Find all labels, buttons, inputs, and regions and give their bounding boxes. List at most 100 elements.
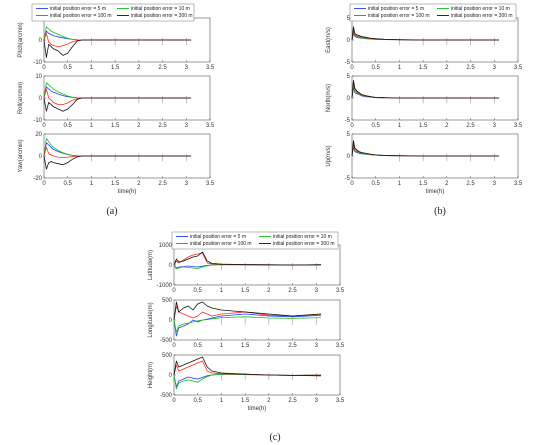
x-tick-label: 0.5 xyxy=(64,65,73,71)
legend-label-1: initial position error = 5 m xyxy=(368,6,424,12)
y-tick-label: 1000 xyxy=(159,243,173,249)
series-line-4 xyxy=(351,80,500,99)
y-tick-label: -5 xyxy=(345,60,351,66)
y-axis-label: Up(m/s) xyxy=(326,145,332,166)
legend-label-3: initial position error = 100 m xyxy=(368,13,430,19)
series-line-2 xyxy=(173,316,322,333)
x-tick-label: 1.5 xyxy=(111,65,120,71)
x-tick-label: 0 xyxy=(172,398,176,404)
x-tick-label: 3 xyxy=(185,65,189,71)
y-tick-label: -1000 xyxy=(157,283,173,289)
y-axis-label: Longitude(m) xyxy=(148,302,154,337)
x-tick-label: 2.5 xyxy=(466,65,475,71)
y-tick-label: -10 xyxy=(33,60,42,66)
legend-label-1: initial position error = 5 m xyxy=(190,234,246,240)
x-tick-label: 1 xyxy=(220,398,224,404)
caption-b: (b) xyxy=(434,206,446,217)
x-tick-label: 3.5 xyxy=(206,123,215,129)
x-tick-label: 0 xyxy=(350,181,354,187)
series-line-4 xyxy=(43,155,192,170)
x-tick-label: 2.5 xyxy=(466,123,475,129)
y-tick-label: -500 xyxy=(160,338,173,344)
y-tick-label: 20 xyxy=(35,132,42,138)
y-axis-label: Pitch(arcmin) xyxy=(18,22,24,57)
panel-a: 00.511.522.533.5-10010Pitch(arcmin)00.51… xyxy=(18,3,215,195)
x-tick-label: 1.5 xyxy=(419,123,428,129)
x-axis-label: time(h) xyxy=(118,189,137,195)
y-axis-label: Latitude(m) xyxy=(148,250,154,280)
y-tick-label: -10 xyxy=(33,118,42,124)
x-tick-label: 2 xyxy=(445,181,449,187)
x-tick-label: 3.5 xyxy=(514,123,523,129)
x-tick-label: 2 xyxy=(267,343,271,349)
x-tick-label: 1.5 xyxy=(241,288,250,294)
legend-label-2: initial position error = 10 m xyxy=(451,6,510,12)
x-tick-label: 3 xyxy=(315,343,319,349)
x-tick-label: 2.5 xyxy=(288,343,297,349)
legend: initial position error = 5 m initial posi… xyxy=(349,3,517,22)
x-tick-label: 1 xyxy=(398,181,402,187)
legend-label-2: initial position error = 10 m xyxy=(273,234,332,240)
x-tick-label: 3.5 xyxy=(336,288,345,294)
x-tick-label: 2 xyxy=(137,181,141,187)
y-tick-label: 500 xyxy=(162,298,173,304)
x-tick-label: 0.5 xyxy=(372,123,381,129)
x-tick-label: 1 xyxy=(90,181,94,187)
x-tick-label: 3 xyxy=(315,398,319,404)
series-line-4 xyxy=(173,301,322,321)
x-tick-label: 0.5 xyxy=(194,343,203,349)
y-tick-label: -5 xyxy=(345,118,351,124)
series-line-4 xyxy=(351,26,500,41)
y-tick-label: 5 xyxy=(347,132,351,138)
series-line-4 xyxy=(43,39,192,58)
legend-label-3: initial position error = 100 m xyxy=(190,241,252,247)
x-tick-label: 1 xyxy=(90,123,94,129)
y-tick-label: 500 xyxy=(162,353,173,359)
y-tick-label: 0 xyxy=(347,154,351,160)
x-tick-label: 3.5 xyxy=(206,65,215,71)
x-tick-label: 2.5 xyxy=(158,181,167,187)
x-tick-label: 0 xyxy=(42,181,46,187)
x-tick-label: 0.5 xyxy=(372,181,381,187)
x-tick-label: 3 xyxy=(493,181,497,187)
caption-c: (c) xyxy=(269,432,280,443)
y-tick-label: -500 xyxy=(160,393,173,399)
x-tick-label: 2 xyxy=(267,288,271,294)
x-tick-label: 1 xyxy=(398,65,402,71)
legend-label-4: initial position error = 300 m xyxy=(273,241,335,247)
y-tick-label: -20 xyxy=(33,176,42,182)
x-tick-label: 2.5 xyxy=(288,398,297,404)
x-tick-label: 0 xyxy=(350,123,354,129)
x-tick-label: 0 xyxy=(172,343,176,349)
x-tick-label: 1 xyxy=(220,288,224,294)
x-tick-label: 0.5 xyxy=(372,65,381,71)
x-tick-label: 3 xyxy=(315,288,319,294)
x-tick-label: 1 xyxy=(220,343,224,349)
x-axis-label: time(h) xyxy=(248,406,267,412)
y-tick-label: -5 xyxy=(345,176,351,182)
y-tick-label: 0 xyxy=(39,96,43,102)
x-tick-label: 1.5 xyxy=(419,181,428,187)
y-tick-label: 0 xyxy=(169,318,173,324)
x-tick-label: 1 xyxy=(90,65,94,71)
x-tick-label: 2.5 xyxy=(158,65,167,71)
y-tick-label: 0 xyxy=(347,96,351,102)
caption-a: (a) xyxy=(106,206,117,217)
x-tick-label: 3.5 xyxy=(336,398,345,404)
subplot-a-1: 00.511.522.533.5-10010Pitch(arcmin) xyxy=(18,16,215,71)
series-line-4 xyxy=(351,140,500,157)
x-tick-label: 0 xyxy=(42,65,46,71)
x-tick-label: 3.5 xyxy=(336,343,345,349)
legend-label-1: initial position error = 5 m xyxy=(50,6,106,12)
y-tick-label: 0 xyxy=(169,263,173,269)
x-tick-label: 3 xyxy=(493,123,497,129)
